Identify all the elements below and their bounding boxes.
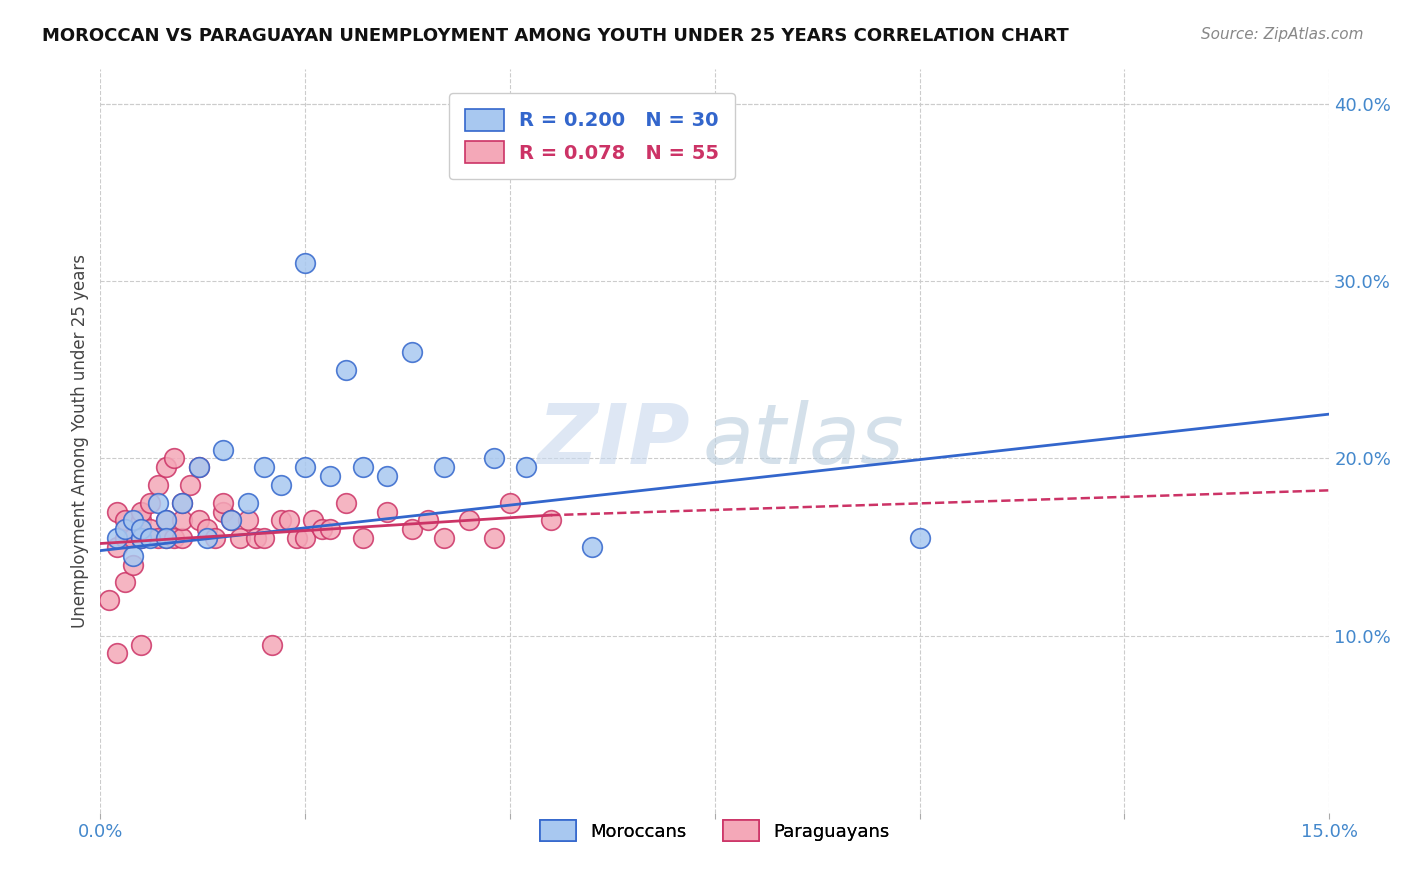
Point <box>433 460 456 475</box>
Point <box>262 638 284 652</box>
Point <box>172 513 194 527</box>
Point <box>236 496 259 510</box>
Point <box>122 513 145 527</box>
Point <box>138 496 160 510</box>
Point <box>908 531 931 545</box>
Point <box>212 496 235 510</box>
Point <box>146 531 169 545</box>
Point <box>375 505 398 519</box>
Text: Source: ZipAtlas.com: Source: ZipAtlas.com <box>1201 27 1364 42</box>
Point <box>482 531 505 545</box>
Point <box>138 522 160 536</box>
Point <box>114 522 136 536</box>
Y-axis label: Unemployment Among Youth under 25 years: Unemployment Among Youth under 25 years <box>72 253 89 628</box>
Text: ZIP: ZIP <box>537 401 690 481</box>
Point <box>131 531 153 545</box>
Point <box>105 505 128 519</box>
Point <box>335 496 357 510</box>
Point <box>122 558 145 572</box>
Point <box>114 513 136 527</box>
Point <box>236 513 259 527</box>
Point <box>122 531 145 545</box>
Point <box>155 531 177 545</box>
Point <box>212 442 235 457</box>
Point <box>97 593 120 607</box>
Point <box>294 460 316 475</box>
Point <box>302 513 325 527</box>
Point <box>375 469 398 483</box>
Point <box>187 513 209 527</box>
Point <box>540 513 562 527</box>
Point <box>105 647 128 661</box>
Point <box>204 531 226 545</box>
Point <box>294 256 316 270</box>
Point <box>482 451 505 466</box>
Point <box>155 531 177 545</box>
Point <box>187 460 209 475</box>
Point <box>277 513 299 527</box>
Point <box>172 531 194 545</box>
Point <box>172 496 194 510</box>
Point <box>105 531 128 545</box>
Point <box>352 531 374 545</box>
Point <box>499 496 522 510</box>
Point <box>131 513 153 527</box>
Point <box>401 345 423 359</box>
Point <box>131 505 153 519</box>
Point <box>172 496 194 510</box>
Point <box>155 460 177 475</box>
Point <box>416 513 439 527</box>
Point <box>228 531 250 545</box>
Point <box>114 531 136 545</box>
Point <box>131 638 153 652</box>
Point <box>163 531 186 545</box>
Point <box>195 531 218 545</box>
Point <box>155 513 177 527</box>
Point <box>352 460 374 475</box>
Point <box>270 478 292 492</box>
Point <box>319 469 342 483</box>
Point <box>311 522 333 536</box>
Point <box>114 575 136 590</box>
Point <box>221 513 243 527</box>
Point <box>294 531 316 545</box>
Point <box>245 531 267 545</box>
Legend: Moroccans, Paraguayans: Moroccans, Paraguayans <box>533 814 897 848</box>
Point <box>270 513 292 527</box>
Point <box>155 513 177 527</box>
Text: MOROCCAN VS PARAGUAYAN UNEMPLOYMENT AMONG YOUTH UNDER 25 YEARS CORRELATION CHART: MOROCCAN VS PARAGUAYAN UNEMPLOYMENT AMON… <box>42 27 1069 45</box>
Point <box>581 540 603 554</box>
Point <box>146 496 169 510</box>
Point <box>515 460 537 475</box>
Point <box>221 513 243 527</box>
Point <box>195 522 218 536</box>
Point <box>138 531 160 545</box>
Point <box>179 478 201 492</box>
Point <box>187 460 209 475</box>
Point <box>131 531 153 545</box>
Point <box>146 478 169 492</box>
Point <box>163 451 186 466</box>
Point <box>285 531 308 545</box>
Text: atlas: atlas <box>703 401 904 481</box>
Point <box>253 460 276 475</box>
Point <box>458 513 481 527</box>
Point <box>335 363 357 377</box>
Point <box>401 522 423 536</box>
Point <box>319 522 342 536</box>
Point <box>212 505 235 519</box>
Point <box>122 549 145 563</box>
Point <box>253 531 276 545</box>
Point <box>105 540 128 554</box>
Point <box>131 522 153 536</box>
Point <box>433 531 456 545</box>
